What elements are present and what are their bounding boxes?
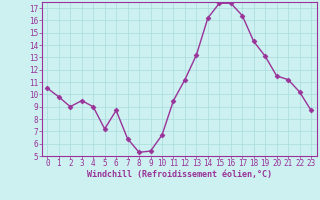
X-axis label: Windchill (Refroidissement éolien,°C): Windchill (Refroidissement éolien,°C): [87, 170, 272, 179]
